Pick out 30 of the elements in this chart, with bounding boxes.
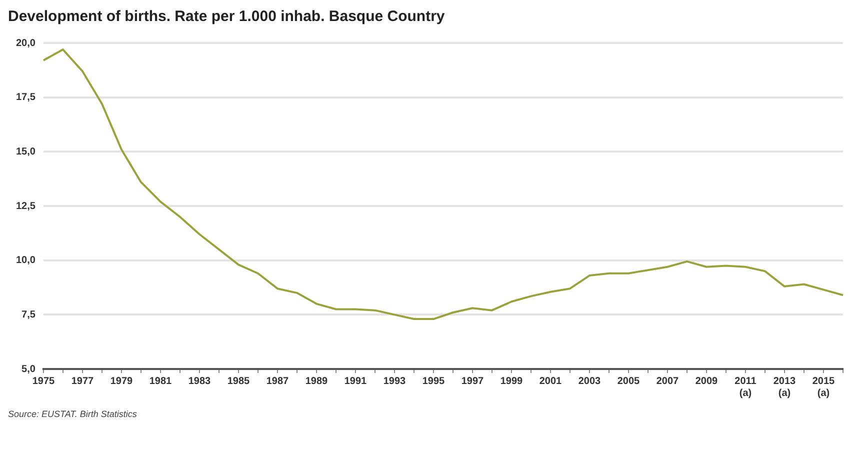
- x-tick-label: 1981: [149, 376, 172, 387]
- x-tick-label: 1989: [305, 376, 328, 387]
- x-tick-label: 1991: [344, 376, 368, 387]
- x-tick-label: 2009: [695, 376, 718, 387]
- x-tick-label: 2005: [617, 376, 640, 387]
- x-tick-label: 1993: [383, 376, 406, 387]
- y-tick-label: 20,0: [16, 38, 36, 49]
- x-tick-label: 2011 (a): [734, 376, 757, 399]
- x-tick-label: 1983: [188, 376, 212, 387]
- x-tick-label: 2013 (a): [773, 376, 796, 399]
- y-tick-label: 15,0: [16, 146, 36, 158]
- y-tick-label: 7,5: [22, 309, 36, 320]
- chart-title: Development of births. Rate per 1.000 inhab. Basque Country: [8, 8, 446, 25]
- y-tick-label: 5,0: [22, 364, 36, 375]
- x-tick-label: 1987: [266, 376, 290, 387]
- x-tick-label: 1999: [500, 376, 524, 387]
- x-tick-label: 1977: [71, 376, 94, 387]
- x-tick-label: 2007: [656, 376, 680, 387]
- x-tick-label: 2015 (a): [812, 376, 836, 399]
- x-tick-label: 1995: [422, 376, 446, 387]
- y-tick-label: 12,5: [16, 200, 36, 212]
- x-tick-label: 1975: [32, 376, 56, 387]
- source-note: Source: EUSTAT. Birth Statistics: [8, 409, 138, 419]
- x-tick-label: 1985: [227, 376, 250, 387]
- x-tick-label: 2003: [578, 376, 602, 387]
- x-tick-label: 1979: [110, 376, 134, 387]
- y-tick-label: 17,5: [16, 92, 36, 104]
- y-tick-label: 10,0: [16, 255, 36, 266]
- x-tick-label: 2001: [539, 376, 562, 387]
- x-tick-label: 1997: [461, 376, 484, 387]
